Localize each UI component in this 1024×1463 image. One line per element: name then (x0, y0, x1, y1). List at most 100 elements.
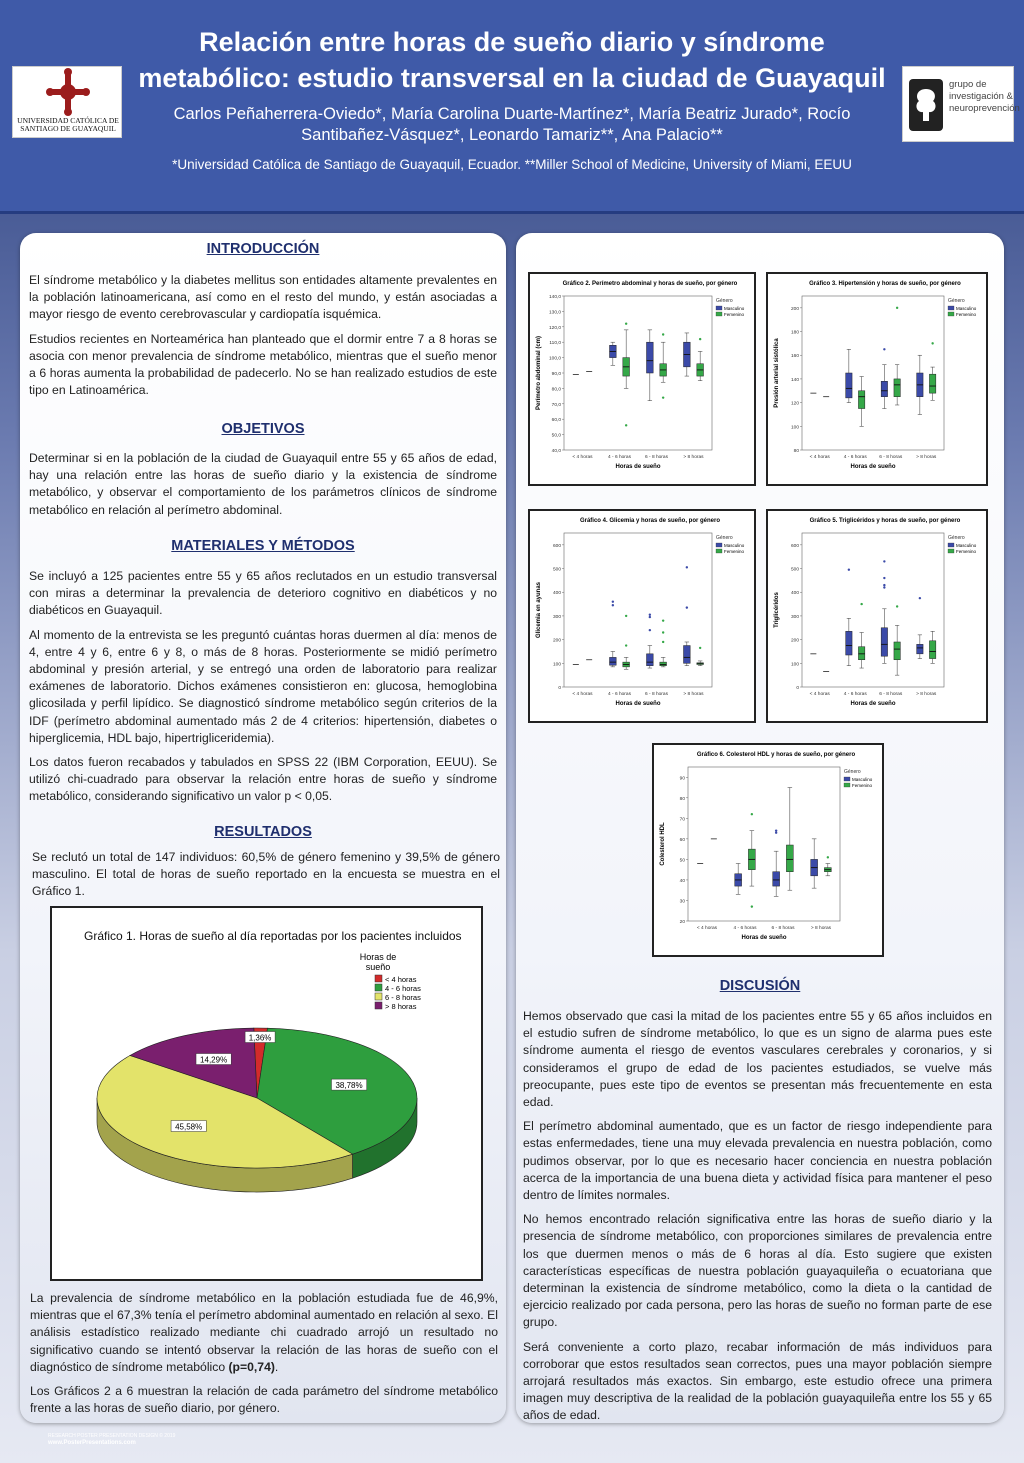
x-axis-label: Horas de sueño (850, 464, 895, 470)
box (659, 661, 667, 666)
outlier-point (774, 829, 778, 832)
y-tick-label: 100 (553, 661, 561, 667)
results-paragraph-2: La prevalencia de síndrome metabólico en… (30, 1290, 498, 1376)
plot-area (687, 766, 841, 922)
outlier-point (624, 424, 628, 427)
outlier-point (860, 602, 863, 606)
y-tick-label: 0 (558, 685, 561, 691)
figure-6-boxplot: Gráfico 6. Colesterol HDL y horas de sue… (652, 743, 884, 957)
legend-swatch (843, 776, 851, 782)
brain-logo-icon (909, 79, 943, 131)
legend-swatch (947, 548, 955, 554)
plot-area (563, 295, 713, 451)
box (845, 372, 853, 399)
pie-label-box (170, 1120, 207, 1132)
title-line-1: Relación entre horas de sueño diario y s… (199, 27, 825, 57)
pie-data-label: 38,78% (335, 1081, 362, 1090)
chart-title: Gráfico 6. Colesterol HDL y horas de sue… (697, 752, 856, 758)
pie-slice (256, 1027, 418, 1155)
y-axis-label: Glicemia en ayunas (536, 581, 542, 638)
results-p2-main: La prevalencia de síndrome metabólico en… (30, 1291, 498, 1374)
y-tick-label: 80 (680, 796, 686, 802)
y-tick-label: 140 (791, 377, 799, 383)
box (646, 341, 654, 374)
y-tick-label: 500 (791, 567, 799, 573)
x-tick-label: 4 - 6 horas (844, 691, 868, 697)
y-tick-label: 160 (791, 353, 799, 359)
legend-title: Género (948, 535, 965, 541)
y-tick-label: 70 (680, 816, 686, 822)
y-tick-label: 20 (680, 919, 686, 925)
y-tick-label: 100 (791, 661, 799, 667)
outlier-point (685, 566, 689, 569)
chart-title: Gráfico 2. Perímetro abdominal y horas d… (563, 281, 738, 287)
results-paragraph-3: Los Gráficos 2 a 6 muestran la relación … (30, 1384, 498, 1416)
outlier-point (883, 560, 886, 563)
research-group-logo: grupo de investigación & neuroprevención (902, 66, 1020, 142)
figure-4-boxplot: Gráfico 4. Glicemia y horas de sueño, po… (528, 509, 756, 723)
methods-paragraph-2: Al momento de la entrevista se les pregu… (29, 627, 497, 745)
x-tick-label: 6 - 8 horas (879, 691, 903, 697)
box (893, 378, 901, 397)
box (772, 871, 780, 887)
pie-data-label: 1,36% (249, 1034, 272, 1043)
y-tick-label: 0 (796, 685, 799, 691)
pie-data-label: 14,29% (200, 1056, 227, 1065)
outlier-point (883, 348, 886, 351)
y-tick-label: 50 (680, 857, 686, 863)
outlier-point (685, 606, 689, 609)
legend-label: Masculino (724, 543, 745, 548)
y-tick-label: 30 (680, 898, 686, 904)
box (609, 657, 617, 666)
legend-label: < 4 horas (385, 975, 417, 984)
figure-3-boxplot: Gráfico 3. Hipertensión y horas de sueño… (766, 272, 988, 486)
box (683, 645, 691, 664)
x-tick-label: > 8 horas (916, 454, 937, 460)
x-tick-label: 4 - 6 horas (608, 454, 632, 460)
x-tick-label: < 4 horas (810, 691, 831, 697)
y-tick-label: 80 (794, 448, 800, 454)
outlier-point (624, 644, 628, 647)
y-tick-label: 130,0 (549, 309, 561, 315)
figure-1-pie: Gráfico 1. Horas de sueño al día reporta… (50, 906, 483, 1281)
x-axis-label: Horas de sueño (850, 701, 895, 707)
objectives-paragraph: Determinar si en la población de la ciud… (29, 451, 497, 517)
y-tick-label: 500 (553, 567, 561, 573)
pie-label-box (195, 1053, 232, 1065)
outlier-point (661, 619, 665, 622)
results-paragraph-1: Se reclutó un total de 147 individuos: 6… (32, 850, 500, 899)
y-tick-label: 80,0 (552, 386, 562, 392)
outlier-point (895, 306, 899, 310)
chart-title: Gráfico 5. Triglicéridos y horas de sueñ… (810, 518, 961, 524)
plot-area (801, 532, 945, 688)
boxplot-svg: Gráfico 6. Colesterol HDL y horas de sue… (660, 752, 873, 941)
box (858, 646, 866, 661)
boxplot-svg: Gráfico 4. Glicemia y horas de sueño, po… (536, 518, 745, 707)
legend-label: Masculino (956, 306, 977, 311)
x-tick-label: 6 - 8 horas (645, 691, 669, 697)
legend-swatch (947, 305, 955, 311)
box (880, 381, 888, 397)
objectives-heading: OBJETIVOS (221, 421, 305, 437)
box (880, 627, 888, 657)
methods-paragraph-3: Los datos fueron recabados y tabulados e… (29, 755, 497, 804)
university-logo: UNIVERSIDAD CATÓLICA DE SANTIAGO DE GUAY… (12, 66, 122, 138)
poster-authors: Carlos Peñaherrera-Oviedo*, María Caroli… (173, 105, 851, 144)
outlier-point (661, 396, 665, 399)
box (845, 631, 853, 656)
x-tick-label: > 8 horas (683, 454, 704, 460)
outlier-point (883, 583, 886, 587)
discussion-section: Hemos observado que casi la mitad de los… (523, 1008, 992, 1432)
x-tick-label: > 8 horas (916, 691, 937, 697)
intro-section: El síndrome metabólico y la diabetes mel… (29, 272, 497, 406)
chart-title: Gráfico 3. Hipertensión y horas de sueño… (809, 281, 961, 287)
box (929, 640, 937, 659)
chart-title: Gráfico 4. Glicemia y horas de sueño, po… (580, 518, 720, 524)
outlier-point (750, 905, 754, 908)
legend-swatch (374, 992, 383, 1001)
objectives-section: Determinar si en la población de la ciud… (29, 450, 497, 526)
poster-header: UNIVERSIDAD CATÓLICA DE SANTIAGO DE GUAY… (0, 0, 1024, 214)
footer-url[interactable]: www.PosterPresentations.com (48, 1440, 136, 1446)
legend-swatch (715, 542, 723, 548)
y-tick-label: 100 (791, 424, 799, 430)
